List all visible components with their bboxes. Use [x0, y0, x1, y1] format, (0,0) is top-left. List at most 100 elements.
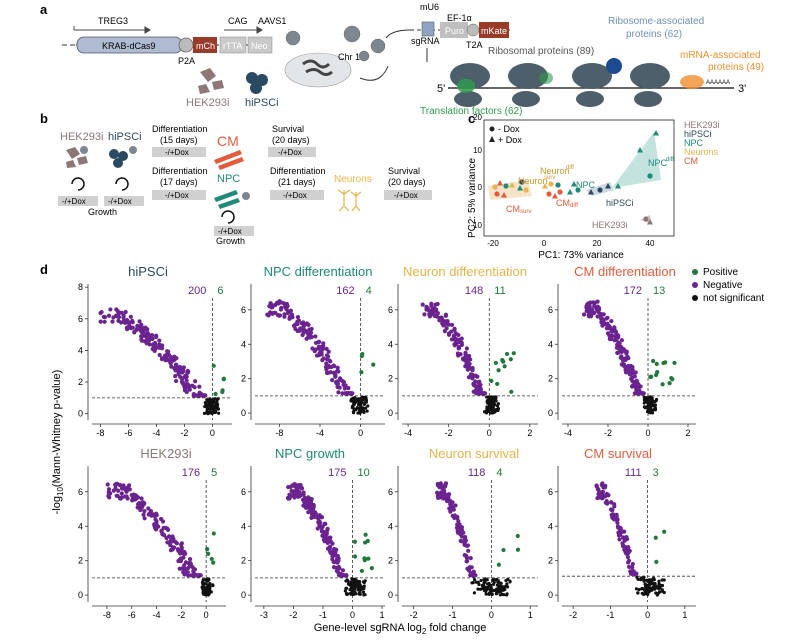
- legend-positive: Positive: [703, 267, 738, 278]
- positive-point: [352, 554, 358, 559]
- negative-point: [136, 502, 141, 507]
- positive-point: [495, 381, 500, 387]
- negative-point: [342, 391, 347, 396]
- ns-point: [505, 585, 510, 589]
- negative-point: [160, 531, 165, 537]
- ns-point: [349, 585, 354, 589]
- negative-point: [452, 327, 457, 332]
- negative-point: [440, 492, 445, 497]
- y-tick-label: 0: [241, 408, 246, 418]
- ns-point: [505, 582, 509, 586]
- negative-point: [186, 369, 191, 375]
- positive-point: [509, 389, 514, 394]
- negative-point: [464, 346, 470, 351]
- negative-point: [294, 486, 300, 491]
- ns-point: [499, 588, 503, 592]
- negative-point: [135, 505, 140, 510]
- negative-point: [293, 493, 298, 498]
- dox-surv1: -/+Dox: [278, 148, 302, 157]
- pos-count: 4: [496, 467, 502, 479]
- y-tick-label: 6: [241, 487, 246, 497]
- x-tick-label: 1: [380, 610, 385, 620]
- negative-point: [626, 365, 631, 371]
- negative-point: [337, 566, 342, 571]
- negative-point: [347, 391, 352, 396]
- y-tick-label: 0: [241, 590, 246, 600]
- negative-point: [285, 310, 291, 316]
- negative-point: [187, 385, 192, 391]
- neg-count: 176: [182, 467, 200, 479]
- negative-point: [149, 513, 154, 518]
- pca-frame: [483, 119, 675, 237]
- ns-point: [495, 590, 500, 594]
- ns-point: [201, 583, 205, 587]
- pca-point: [548, 181, 554, 187]
- negative-point: [277, 313, 283, 318]
- ns-point: [494, 395, 498, 399]
- negative-point: [169, 364, 174, 369]
- ns-point: [488, 399, 493, 404]
- ns-point: [491, 395, 495, 399]
- y-tick-label: 0: [388, 408, 393, 418]
- ns-point: [649, 579, 653, 583]
- negative-point: [619, 338, 624, 343]
- lbl-neuron-diff-sup: diff: [566, 165, 574, 171]
- mch-box: [193, 37, 217, 53]
- npc-cells-icon: [214, 190, 240, 209]
- negative-point: [440, 486, 445, 491]
- negative-point: [591, 300, 596, 305]
- negative-point: [203, 393, 208, 398]
- negative-point: [182, 572, 187, 577]
- ns-point: [636, 591, 640, 595]
- negative-point: [346, 386, 351, 391]
- ns-point: [201, 578, 205, 582]
- negative-point: [629, 571, 634, 576]
- ribo-proteins-label: Ribosomal proteins (89): [488, 46, 594, 57]
- ns-point: [355, 405, 359, 410]
- negative-point: [630, 383, 635, 388]
- negative-point: [584, 305, 589, 310]
- x-tick-label: 1: [528, 610, 533, 620]
- negative-point: [331, 565, 337, 570]
- ns-point: [652, 584, 656, 589]
- three-prime-label: 3': [738, 83, 746, 95]
- negative-point: [331, 559, 336, 565]
- positive-point: [670, 377, 675, 382]
- positive-point: [501, 359, 506, 364]
- x-tick-label: 0: [210, 428, 215, 438]
- volcano-title: Neuron survival: [429, 446, 519, 461]
- ns-point: [637, 588, 641, 592]
- volcano-title: hiPSCi: [128, 264, 168, 279]
- negative-point: [269, 302, 274, 308]
- mu6-label: mU6: [420, 2, 439, 12]
- negative-point: [123, 494, 128, 499]
- negative-point: [325, 528, 330, 533]
- negative-point: [630, 379, 635, 384]
- ns-point: [208, 407, 212, 411]
- ribosome-small-3: [634, 91, 662, 107]
- x-tick-label: -8: [103, 610, 111, 620]
- pca-ytick-2: 10: [473, 146, 482, 155]
- negative-point: [446, 492, 452, 497]
- negative-point: [617, 526, 623, 531]
- negative-point: [154, 511, 159, 516]
- volcano-title: Neuron differentiation: [403, 264, 527, 279]
- ipsc-label-b: hiPSCi: [108, 131, 142, 143]
- cycle-icon-1: [71, 177, 85, 191]
- negative-point: [595, 314, 600, 319]
- pca-point: [647, 173, 653, 179]
- ns-point: [492, 408, 496, 412]
- lbl-cm-surv-sup: surv: [520, 209, 531, 215]
- ns-point: [211, 405, 215, 409]
- ns-point: [649, 395, 653, 399]
- pca-point: [555, 182, 561, 188]
- positive-point: [489, 378, 494, 383]
- x-tick-label: 0: [358, 428, 363, 438]
- neg-count: 118: [468, 467, 486, 479]
- pca-point: [501, 192, 507, 198]
- negative-point: [313, 334, 318, 339]
- ns-point: [362, 584, 366, 588]
- ns-point: [650, 401, 654, 405]
- negative-point: [449, 322, 455, 328]
